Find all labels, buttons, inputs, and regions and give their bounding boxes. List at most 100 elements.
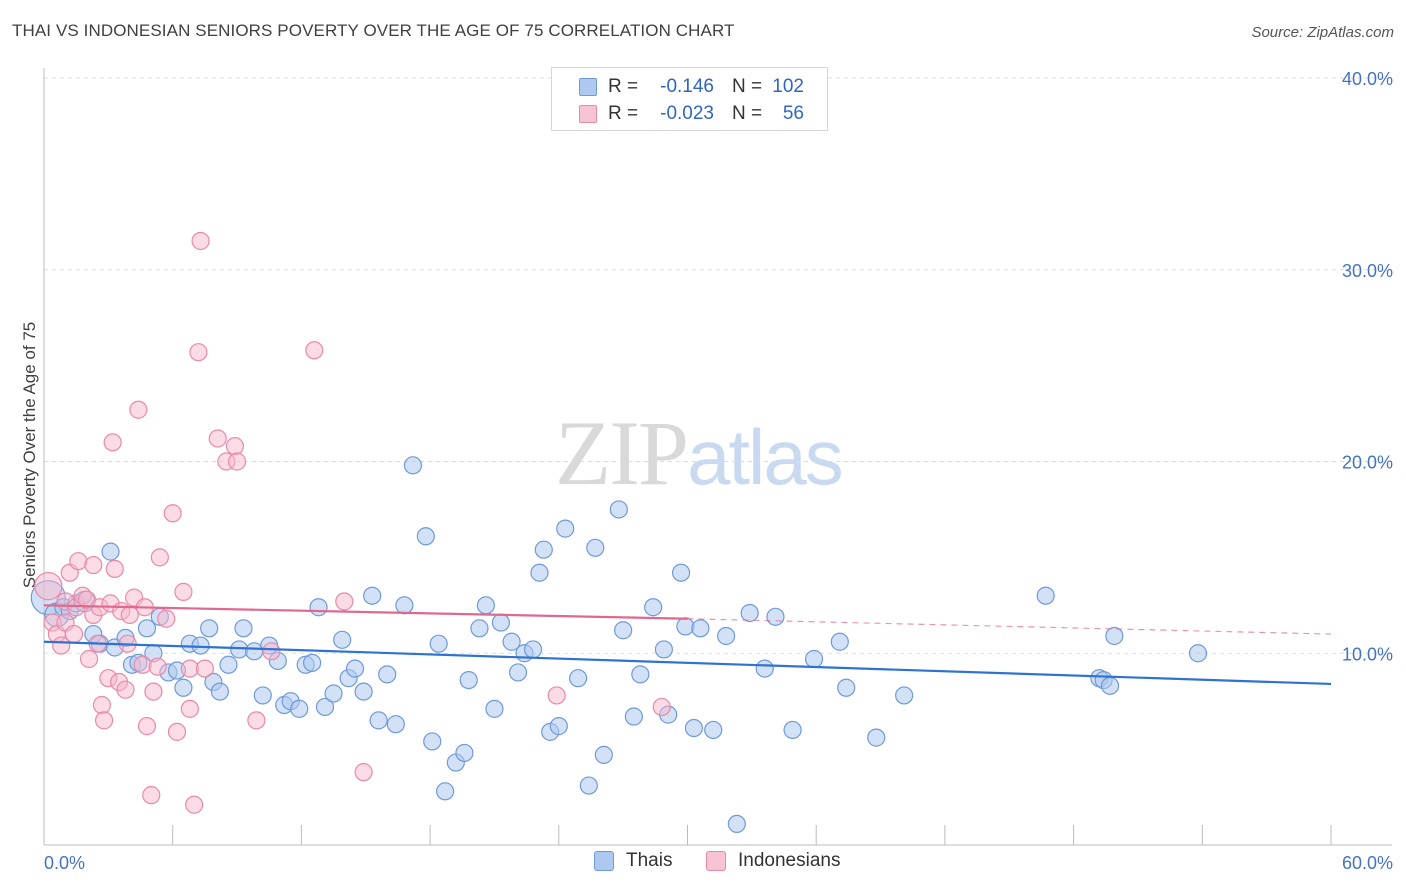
tick-labels: 10.0% 20.0% 30.0% 40.0% 0.0% 60.0% — [44, 69, 1393, 873]
data-point-indonesians — [94, 711, 114, 730]
data-point-thais — [101, 542, 120, 561]
y-tick-label: 10.0% — [1342, 644, 1393, 664]
data-point-indonesians — [150, 548, 169, 567]
data-point-thais — [324, 684, 343, 703]
trend-line-indonesians — [43, 604, 688, 620]
data-point-indonesians — [163, 504, 182, 523]
legend-swatch-thais — [579, 78, 597, 96]
bottom-legend-thais[interactable]: Thais — [594, 850, 672, 872]
bottom-legend-swatch-indonesians — [706, 851, 726, 871]
data-point-indonesians — [547, 686, 566, 705]
data-point-thais — [1105, 626, 1124, 646]
data-point-indonesians — [120, 605, 139, 625]
bottom-legend-label-thais: Thais — [626, 850, 673, 871]
trend-lines — [43, 604, 1332, 686]
data-point-thais — [1100, 676, 1120, 695]
y-tick-label: 30.0% — [1342, 261, 1393, 281]
legend-r-value-indonesians: -0.023 — [660, 103, 714, 124]
data-point-indonesians — [79, 649, 99, 669]
data-point-thais — [631, 665, 650, 684]
legend-r-label: R = — [608, 103, 639, 124]
legend-n-value-indonesians: 56 — [782, 103, 804, 124]
data-point-thais — [837, 678, 856, 697]
data-point-thais — [345, 659, 365, 678]
data-point-indonesians — [148, 657, 167, 676]
legend-n-label: N = — [732, 103, 763, 124]
data-point-thais — [704, 720, 723, 740]
series-thais — [30, 456, 1208, 834]
data-point-thais — [455, 743, 474, 763]
grid-lines — [44, 77, 1392, 654]
data-point-indonesians — [69, 552, 88, 571]
data-point-indonesians — [227, 452, 247, 471]
data-point-thais — [523, 640, 543, 659]
data-point-thais — [549, 717, 568, 736]
data-point-indonesians — [137, 717, 157, 736]
series-indonesians — [34, 231, 671, 814]
data-point-thais — [423, 732, 442, 751]
data-point-thais — [378, 665, 397, 684]
data-point-indonesians — [335, 592, 354, 611]
data-point-thais — [491, 613, 510, 632]
data-point-thais — [309, 598, 328, 617]
data-point-thais — [210, 682, 229, 701]
data-point-indonesians — [208, 429, 227, 448]
data-point-thais — [717, 626, 736, 646]
data-point-thais — [416, 527, 435, 546]
y-tick-label: 40.0% — [1342, 69, 1393, 89]
data-point-indonesians — [247, 711, 266, 730]
trend-line-indonesians-extrapolated — [687, 618, 1332, 635]
data-point-thais — [476, 596, 495, 615]
x-tick-label: 0.0% — [44, 853, 85, 873]
legend: R = -0.146 N = 102 R = -0.023 N = 56 — [551, 67, 828, 131]
data-point-thais — [755, 659, 774, 678]
data-point-thais — [436, 782, 455, 801]
data-point-thais — [579, 776, 598, 795]
chart-title: THAI VS INDONESIAN SENIORS POVERTY OVER … — [12, 21, 735, 40]
data-point-indonesians — [305, 341, 324, 360]
data-point-thais — [534, 540, 553, 559]
data-point-indonesians — [354, 763, 373, 782]
data-point-indonesians — [652, 697, 671, 717]
data-point-thais — [804, 649, 824, 669]
data-point-indonesians — [129, 400, 148, 419]
data-point-indonesians — [64, 624, 84, 644]
data-point-thais — [727, 814, 746, 834]
data-point-indonesians — [84, 555, 103, 575]
data-point-thais — [676, 617, 695, 636]
data-point-thais — [303, 653, 322, 672]
data-point-indonesians — [157, 609, 176, 628]
data-point-indonesians — [191, 231, 210, 251]
data-point-thais — [485, 699, 504, 718]
data-point-thais — [219, 655, 238, 674]
watermark-zip: ZIP — [555, 402, 689, 504]
data-point-thais — [740, 603, 759, 623]
data-point-indonesians — [180, 699, 199, 718]
data-point-thais — [395, 596, 414, 615]
data-point-thais — [830, 632, 849, 651]
data-point-indonesians — [262, 642, 281, 661]
data-point-thais — [684, 718, 704, 738]
legend-n-label: N = — [732, 76, 763, 97]
data-point-thais — [766, 607, 785, 626]
data-point-indonesians — [144, 682, 163, 701]
data-point-thais — [614, 621, 633, 640]
bottom-legend-indonesians[interactable]: Indonesians — [706, 850, 840, 872]
data-point-thais — [502, 632, 521, 651]
data-point-thais — [895, 686, 914, 705]
source-label: Source: ZipAtlas.com — [1251, 24, 1394, 41]
data-point-indonesians — [142, 786, 161, 805]
data-point-thais — [429, 634, 448, 653]
data-point-thais — [867, 728, 886, 747]
legend-r-label: R = — [608, 76, 639, 97]
data-point-thais — [470, 619, 489, 638]
data-point-indonesians — [225, 437, 245, 456]
data-point-thais — [253, 686, 272, 705]
legend-r-value-thais: -0.146 — [660, 76, 714, 97]
data-point-thais — [369, 711, 388, 730]
data-point-thais — [569, 669, 588, 688]
data-point-thais — [586, 538, 605, 557]
data-point-thais — [403, 456, 423, 475]
trend-line-thais — [43, 640, 1332, 686]
data-point-indonesians — [167, 722, 187, 741]
